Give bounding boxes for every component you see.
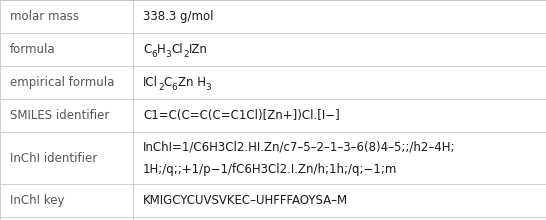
Text: C: C xyxy=(164,76,172,89)
Text: 2: 2 xyxy=(183,50,189,59)
Text: 338.3 g/mol: 338.3 g/mol xyxy=(143,10,213,23)
Text: 2: 2 xyxy=(158,83,164,92)
Text: SMILES identifier: SMILES identifier xyxy=(10,109,109,122)
Text: C1=C(C=C(C=C1Cl)[Zn+])Cl.[I−]: C1=C(C=C(C=C1Cl)[Zn+])Cl.[I−] xyxy=(143,109,340,122)
Text: InChI key: InChI key xyxy=(10,194,64,207)
Text: Cl: Cl xyxy=(171,43,183,56)
Text: ICl: ICl xyxy=(143,76,158,89)
Text: empirical formula: empirical formula xyxy=(10,76,114,89)
Text: KMIGCYCUVSVKEC–UHFFFAOYSA–M: KMIGCYCUVSVKEC–UHFFFAOYSA–M xyxy=(143,194,348,207)
Text: InChI identifier: InChI identifier xyxy=(10,152,97,165)
Text: Zn H: Zn H xyxy=(177,76,206,89)
Text: C: C xyxy=(143,43,151,56)
Text: InChI=1/C6H3Cl2.HI.Zn/c7–5–2–1–3–6(8)4–5;;/h2–4H;: InChI=1/C6H3Cl2.HI.Zn/c7–5–2–1–3–6(8)4–5… xyxy=(143,140,455,153)
Text: 3: 3 xyxy=(166,50,171,59)
Text: 1H;/q;;+1/p−1/fC6H3Cl2.I.Zn/h;1h;/q;−1;m: 1H;/q;;+1/p−1/fC6H3Cl2.I.Zn/h;1h;/q;−1;m xyxy=(143,163,397,176)
Text: formula: formula xyxy=(10,43,56,56)
Text: molar mass: molar mass xyxy=(10,10,79,23)
Text: 3: 3 xyxy=(206,83,211,92)
Text: 6: 6 xyxy=(151,50,157,59)
Text: 6: 6 xyxy=(172,83,177,92)
Text: IZn: IZn xyxy=(189,43,207,56)
Text: H: H xyxy=(157,43,166,56)
